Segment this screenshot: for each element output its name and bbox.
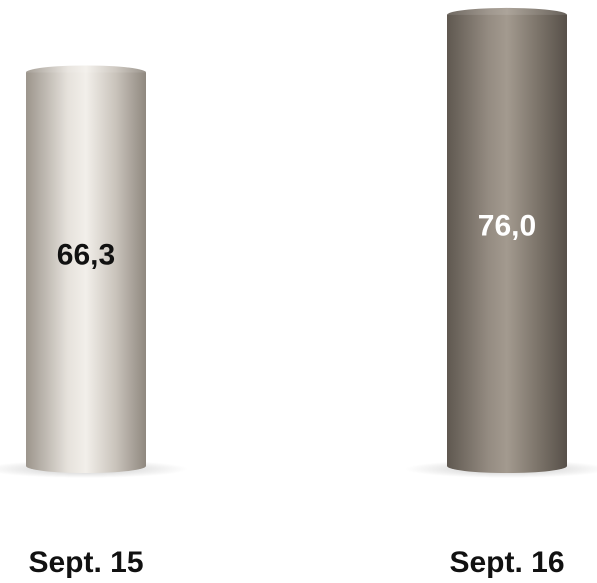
bar-sept-16 [447, 14, 567, 474]
bar-top-cap [26, 65, 146, 80]
data-label: 66,3 [57, 238, 115, 271]
bar-top-cap [447, 7, 567, 22]
bar-sept-15 [26, 72, 146, 474]
category-label: Sept. 15 [28, 546, 143, 579]
category-label: Sept. 16 [449, 546, 564, 579]
data-label: 76,0 [478, 209, 536, 242]
